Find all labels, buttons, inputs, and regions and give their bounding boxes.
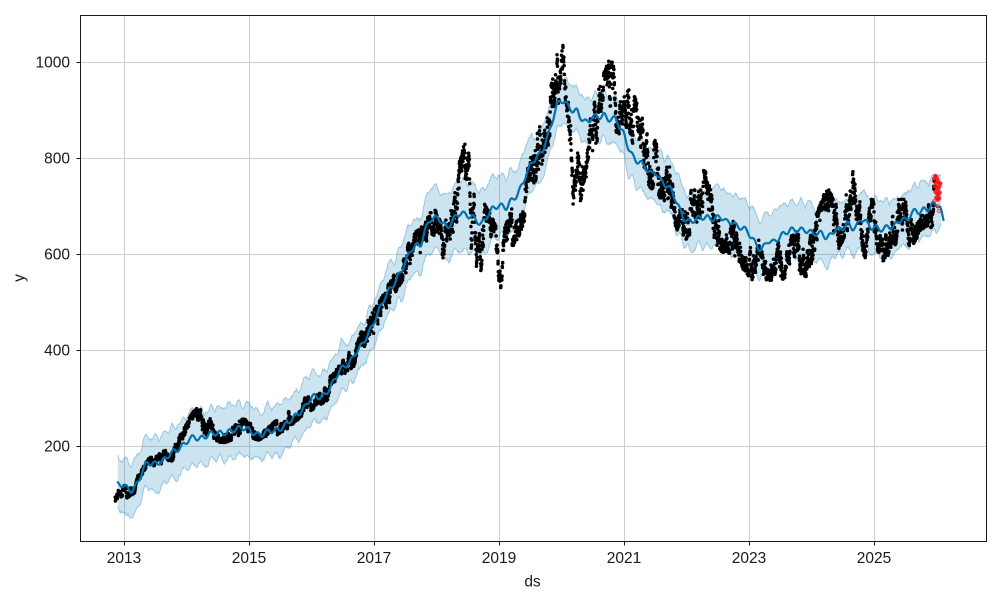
- svg-text:y: y: [11, 274, 28, 282]
- svg-text:2013: 2013: [107, 550, 141, 567]
- svg-text:600: 600: [44, 247, 70, 264]
- svg-text:1000: 1000: [36, 55, 71, 72]
- svg-text:2019: 2019: [482, 550, 516, 567]
- svg-text:2025: 2025: [857, 550, 891, 567]
- svg-text:2017: 2017: [357, 550, 391, 567]
- svg-text:400: 400: [44, 343, 70, 360]
- svg-text:2015: 2015: [232, 550, 266, 567]
- svg-text:ds: ds: [524, 574, 541, 591]
- svg-text:2021: 2021: [607, 550, 641, 567]
- svg-text:800: 800: [44, 151, 70, 168]
- svg-text:200: 200: [44, 439, 70, 456]
- svg-text:2023: 2023: [732, 550, 766, 567]
